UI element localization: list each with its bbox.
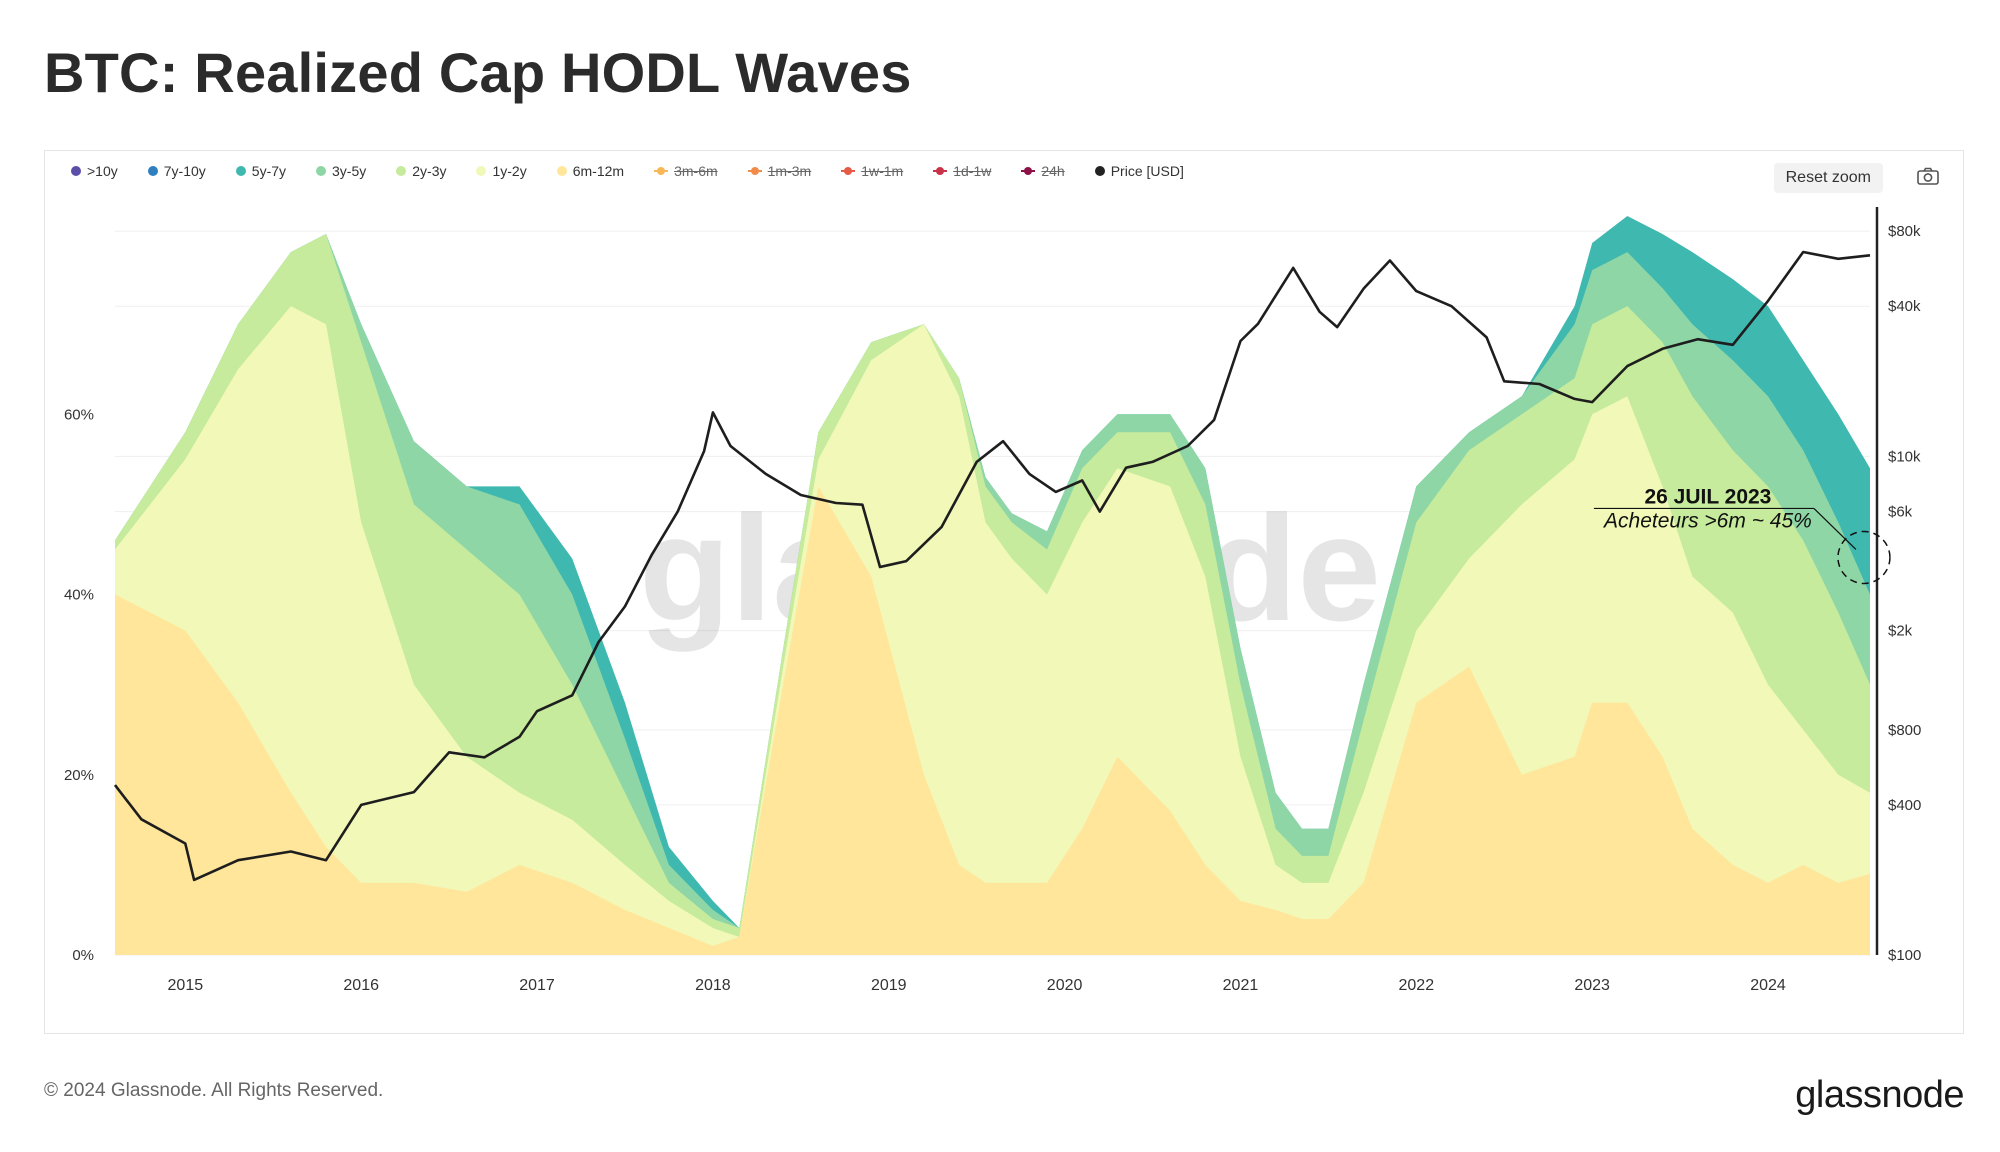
y-left-tick-label: 20% [64, 767, 94, 784]
annotation-leader [1813, 508, 1857, 550]
legend-item-10[interactable]: 1d-1w [933, 163, 991, 179]
legend-marker [316, 166, 327, 176]
annotation-circle [1837, 530, 1891, 585]
legend-item-6[interactable]: 6m-12m [556, 163, 625, 179]
y-right-tick-label: $100 [1888, 947, 1921, 964]
page-title: BTC: Realized Cap HODL Waves [44, 41, 912, 104]
legend-item-0[interactable]: >10y [71, 163, 118, 179]
legend-item-3[interactable]: 3y-5y [316, 163, 366, 179]
copyright-text: © 2024 Glassnode. All Rights Reserved. [44, 1080, 384, 1101]
x-tick-label: 2024 [1750, 977, 1786, 994]
legend-marker [71, 166, 81, 176]
price-line [113, 250, 1871, 882]
annotation-title: 26 JUIL 2023 [1644, 485, 1771, 508]
legend-item-2[interactable]: 5y-7y [235, 163, 287, 179]
x-tick-label: 2023 [1574, 977, 1610, 994]
legend-label: 1d-1w [953, 163, 992, 179]
price-series [113, 250, 1871, 882]
y-right-tick-label: $800 [1888, 722, 1921, 739]
legend-marker [933, 167, 948, 175]
legend-marker [235, 166, 246, 176]
y-left-tick-label: 60% [64, 406, 94, 423]
legend-marker [1021, 167, 1036, 175]
x-tick-label: 2021 [1223, 977, 1259, 994]
legend-label: Price [USD] [1110, 163, 1184, 179]
chart-legend: >10y 7y-10y 5y-7y 3y-5y 2y-3y 1y-2y 6m-12m 3m-6… [71, 163, 1184, 179]
legend-marker [147, 166, 158, 176]
legend-label: 1w-1m [861, 163, 904, 179]
legend-label: 3m-6m [674, 163, 718, 179]
annotation-text: Acheteurs >6m ~ 45% [1602, 509, 1812, 532]
y-right-tick-label: $10k [1888, 448, 1921, 465]
x-tick-label: 2018 [695, 977, 731, 994]
legend-label: 3y-5y [332, 163, 367, 179]
x-tick-label: 2016 [343, 977, 379, 994]
glassnode-logo: glassnode [1795, 1074, 1964, 1116]
reset-zoom-button[interactable]: Reset zoom [1773, 163, 1883, 193]
legend-marker [1094, 166, 1105, 176]
legend-label: 2y-3y [412, 163, 447, 179]
legend-item-5[interactable]: 1y-2y [476, 163, 527, 179]
x-tick-label: 2015 [168, 977, 204, 994]
legend-marker [841, 167, 856, 175]
camera-icon[interactable] [1917, 167, 1939, 185]
x-tick-label: 2017 [519, 977, 555, 994]
legend-item-4[interactable]: 2y-3y [396, 163, 446, 179]
legend-label: 24h [1041, 163, 1065, 179]
legend-label: 1y-2y [492, 163, 527, 179]
legend-marker [476, 166, 487, 176]
y-right-tick-label: $40k [1888, 298, 1921, 315]
legend-label: 6m-12m [572, 163, 625, 179]
legend-marker [654, 167, 669, 175]
axes: 0% 20% 40% 60% $100 $400 $800 $2k $6k $10k $40k $80… [64, 207, 1921, 994]
legend-item-11[interactable]: 24h [1021, 163, 1065, 179]
y-left-tick-label: 40% [64, 587, 94, 604]
x-tick-label: 2022 [1399, 977, 1435, 994]
area-series [115, 216, 1870, 956]
x-tick-label: 2020 [1047, 977, 1083, 994]
legend-label: >10y [87, 163, 118, 179]
legend-marker [396, 166, 407, 176]
y-left-tick-label: 0% [72, 947, 94, 964]
legend-item-1[interactable]: 7y-10y [147, 163, 206, 179]
y-right-tick-label: $400 [1888, 797, 1921, 814]
y-right-tick-label: $80k [1888, 223, 1921, 240]
legend-marker [556, 166, 567, 176]
legend-item-8[interactable]: 1m-3m [747, 163, 812, 179]
x-tick-label: 2019 [871, 977, 907, 994]
y-right-tick-label: $6k [1888, 504, 1913, 521]
area-6m-12m [115, 486, 1870, 955]
legend-label: 1m-3m [767, 163, 812, 179]
legend-item-12[interactable]: Price [USD] [1094, 163, 1184, 179]
legend-label: 7y-10y [163, 163, 206, 179]
legend-item-7[interactable]: 3m-6m [654, 163, 718, 179]
legend-marker [747, 167, 762, 175]
legend-item-9[interactable]: 1w-1m [841, 163, 903, 179]
y-right-tick-label: $2k [1888, 623, 1913, 640]
legend-label: 5y-7y [251, 163, 287, 179]
